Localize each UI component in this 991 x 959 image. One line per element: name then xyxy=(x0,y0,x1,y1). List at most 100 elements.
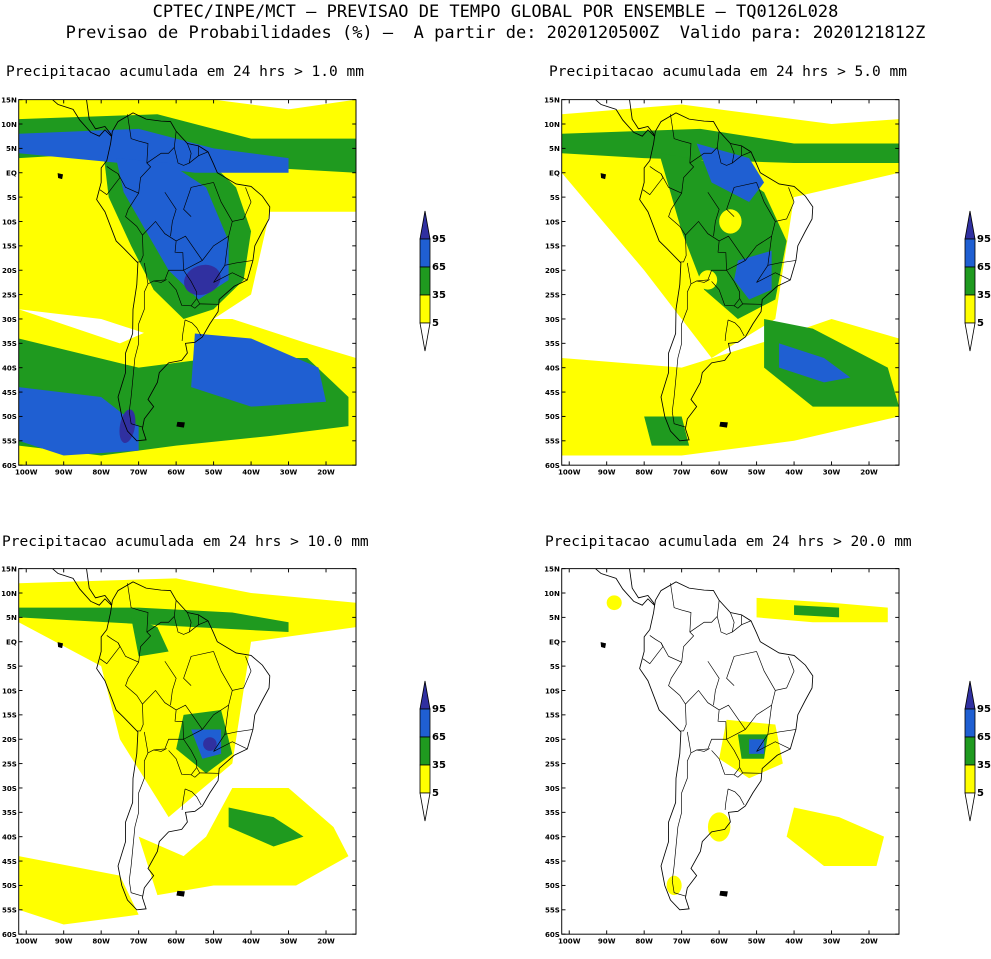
map-panel-5mm: 15N 10N 5N EQ 5S 10S 15S 20S 25S 30S 35S 40S 45S 50S 5… xyxy=(544,88,900,490)
lon-tick-label: 90W xyxy=(598,468,616,477)
lon-tick-label: 90W xyxy=(55,937,73,946)
lat-tick-label: 45S xyxy=(2,388,17,397)
lon-tick-label: 50W xyxy=(748,468,766,477)
lat-tick-label: 30S xyxy=(545,784,560,793)
lat-tick-label: 10N xyxy=(1,589,17,598)
lat-tick-label: 15N xyxy=(1,564,17,573)
lat-tick-label: 15N xyxy=(544,95,560,104)
lat-tick-label: 10S xyxy=(545,686,560,695)
lon-tick-label: 100W xyxy=(15,937,38,946)
lat-tick-label: 30S xyxy=(2,784,17,793)
lon-tick-label: 40W xyxy=(785,468,803,477)
lon-tick-label: 90W xyxy=(598,937,616,946)
lat-tick-label: 60S xyxy=(2,461,17,470)
lat-tick-label: 55S xyxy=(2,437,17,446)
lon-tick-label: 30W xyxy=(823,468,841,477)
lon-tick-label: 70W xyxy=(130,468,148,477)
lat-tick-label: 15S xyxy=(2,242,17,251)
lon-tick-label: 20W xyxy=(317,937,335,946)
header-line-2: Previsao de Probabilidades (%) – A parti… xyxy=(65,23,926,43)
lon-tick-label: 60W xyxy=(710,937,728,946)
lon-tick-label: 50W xyxy=(205,937,223,946)
legend-label: 65 xyxy=(432,732,446,743)
lat-tick-label: 50S xyxy=(2,412,17,421)
lat-tick-label: 30S xyxy=(545,315,560,324)
lat-tick-label: 10S xyxy=(2,686,17,695)
lon-tick-label: 20W xyxy=(860,937,878,946)
lat-tick-label: EQ xyxy=(6,638,17,647)
lat-tick-label: 10N xyxy=(544,120,560,129)
lat-tick-label: 40S xyxy=(2,833,17,842)
lat-tick-label: 15S xyxy=(2,711,17,720)
lat-tick-label: 10N xyxy=(1,120,17,129)
lon-tick-label: 100W xyxy=(558,468,581,477)
legend-label: 35 xyxy=(432,290,446,301)
lat-tick-label: 40S xyxy=(2,364,17,373)
lon-tick-label: 100W xyxy=(558,937,581,946)
lon-tick-label: 20W xyxy=(860,468,878,477)
lat-tick-label: 15N xyxy=(544,564,560,573)
panel-title-10mm: Precipitacao acumulada em 24 hrs > 10.0 … xyxy=(2,534,369,550)
lon-tick-label: 40W xyxy=(785,937,803,946)
lat-tick-label: 35S xyxy=(545,808,560,817)
lon-tick-label: 40W xyxy=(242,468,260,477)
legend-label: 65 xyxy=(977,262,991,273)
legend-colorbar-1: 95 65 35 5 xyxy=(419,210,446,352)
lat-tick-label: 55S xyxy=(2,906,17,915)
lat-tick-label: 15S xyxy=(545,242,560,251)
lat-tick-label: 30S xyxy=(2,315,17,324)
legend-label: 5 xyxy=(432,318,439,329)
lon-tick-label: 60W xyxy=(167,937,185,946)
lat-tick-label: 25S xyxy=(545,759,560,768)
panel-title-5mm: Precipitacao acumulada em 24 hrs > 5.0 m… xyxy=(549,64,907,80)
lat-tick-label: 60S xyxy=(2,930,17,939)
header-line-1: CPTEC/INPE/MCT – PREVISAO DE TEMPO GLOBA… xyxy=(152,2,839,22)
lat-tick-label: 45S xyxy=(545,388,560,397)
lon-tick-label: 80W xyxy=(92,468,110,477)
lon-tick-label: 70W xyxy=(673,937,691,946)
lon-tick-label: 60W xyxy=(710,468,728,477)
legend-label: 65 xyxy=(432,262,446,273)
legend-label: 5 xyxy=(977,788,984,799)
lat-tick-label: 25S xyxy=(545,290,560,299)
legend-label: 65 xyxy=(977,732,991,743)
lon-tick-label: 70W xyxy=(130,937,148,946)
lat-tick-label: 5S xyxy=(550,193,560,202)
lat-tick-label: 25S xyxy=(2,290,17,299)
legend-label: 95 xyxy=(432,704,446,715)
lat-tick-label: 15S xyxy=(545,711,560,720)
lon-tick-label: 30W xyxy=(280,937,298,946)
lat-tick-label: 35S xyxy=(2,808,17,817)
lat-tick-label: 10N xyxy=(544,589,560,598)
lat-tick-label: 40S xyxy=(545,364,560,373)
legend-label: 5 xyxy=(977,318,984,329)
lat-tick-label: 60S xyxy=(545,930,560,939)
legend-label: 35 xyxy=(977,290,991,301)
lat-tick-label: 25S xyxy=(2,759,17,768)
lat-tick-label: 40S xyxy=(545,833,560,842)
lat-tick-label: 50S xyxy=(545,412,560,421)
lat-tick-label: 35S xyxy=(2,339,17,348)
lat-tick-label: 55S xyxy=(545,906,560,915)
lat-tick-label: 5S xyxy=(7,193,17,202)
lat-tick-label: 50S xyxy=(2,881,17,890)
lon-tick-label: 80W xyxy=(635,468,653,477)
lat-tick-label: 5N xyxy=(6,144,17,153)
legend-colorbar-4: 95 65 35 5 xyxy=(964,680,991,822)
lat-tick-label: 5N xyxy=(6,613,17,622)
lat-tick-label: 5N xyxy=(549,144,560,153)
lon-tick-label: 80W xyxy=(635,937,653,946)
lat-tick-label: 10S xyxy=(2,217,17,226)
lat-tick-label: 45S xyxy=(2,857,17,866)
legend-colorbar-2: 95 65 35 5 xyxy=(964,210,991,352)
panel-title-20mm: Precipitacao acumulada em 24 hrs > 20.0 … xyxy=(545,534,912,550)
lon-tick-label: 70W xyxy=(673,468,691,477)
lat-tick-label: 35S xyxy=(545,339,560,348)
lat-tick-label: 20S xyxy=(2,266,17,275)
lat-tick-label: 45S xyxy=(545,857,560,866)
legend-colorbar-3: 95 65 35 5 xyxy=(419,680,446,822)
lat-tick-label: EQ xyxy=(549,638,560,647)
legend-label: 95 xyxy=(432,234,446,245)
lon-tick-label: 40W xyxy=(242,937,260,946)
lat-tick-label: 5S xyxy=(7,662,17,671)
